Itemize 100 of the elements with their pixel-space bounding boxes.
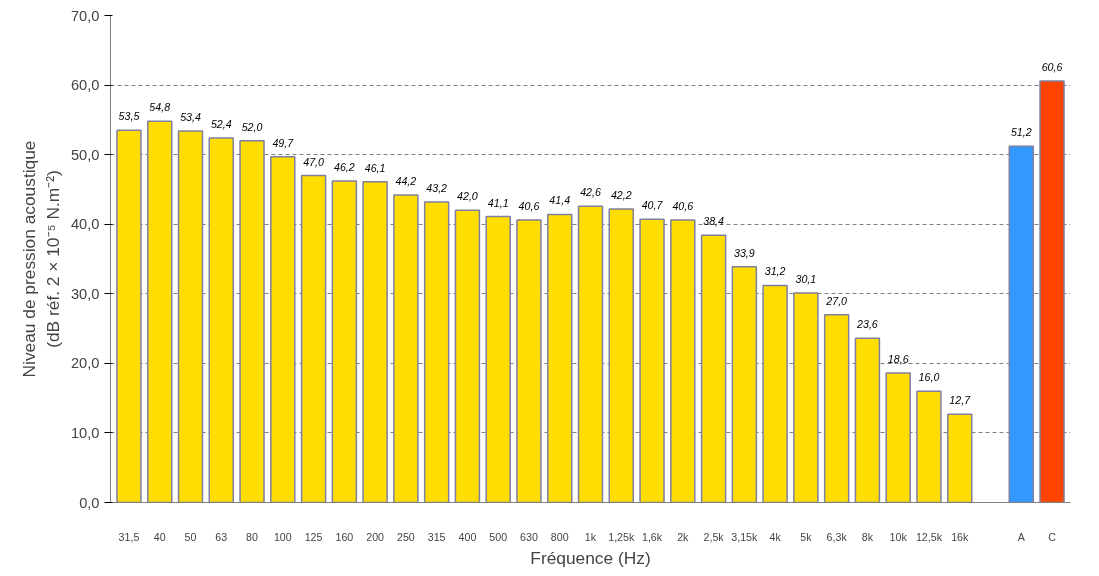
x-tick-label: 500 [489, 530, 508, 543]
x-tick-label: 1,25k [608, 530, 635, 543]
data-label: 54,8 [149, 101, 171, 114]
x-tick-label: 630 [520, 530, 538, 543]
y-axis-title: Niveau de pression acoustique (dB réf. 2 × 10⁻⁵ N.m⁻²) [18, 140, 63, 378]
x-tick-label: 4k [769, 530, 782, 543]
y-tick-label: 30,0 [70, 285, 100, 302]
bar [393, 194, 419, 503]
bar [362, 181, 388, 503]
x-tick-label: 1,6k [641, 530, 663, 543]
x-tick-label: 31,5 [118, 530, 140, 543]
x-tick-label: 250 [396, 530, 415, 543]
bar [946, 413, 973, 503]
data-label: 44,2 [395, 174, 417, 187]
data-label: 42,2 [610, 188, 632, 201]
bar [639, 218, 665, 503]
data-label: 38,4 [703, 215, 725, 228]
bar [300, 174, 327, 503]
x-tick-label: 6,3k [826, 530, 848, 543]
x-tick-label: 50 [184, 530, 197, 543]
bar [270, 155, 296, 503]
y-tick-label: 70,0 [70, 7, 100, 24]
bar [793, 292, 819, 503]
x-tick-label: 2k [677, 530, 690, 543]
data-label: 46,1 [364, 161, 386, 174]
y-tick-label: 60,0 [70, 77, 100, 94]
x-tick-label: 80 [246, 530, 259, 543]
bar [885, 372, 911, 503]
x-tick-label: 12,5k [915, 530, 943, 543]
bar [331, 180, 358, 503]
x-tick-label: 200 [366, 530, 385, 543]
x-axis-title: Fréquence (Hz) [530, 547, 651, 568]
data-label: 60,6 [1041, 60, 1063, 73]
y-tick-label: 20,0 [70, 355, 100, 372]
x-tick-label: 63 [215, 530, 228, 543]
x-tick-label: 3,15k [731, 530, 759, 543]
bar [608, 208, 635, 503]
data-label: 49,7 [272, 136, 295, 149]
data-label: 42,0 [457, 190, 478, 203]
bar [454, 209, 481, 503]
data-label: 31,2 [764, 265, 786, 278]
bar [146, 120, 173, 503]
y-tick-label: 0,0 [79, 494, 100, 511]
y-tick-label: 40,0 [70, 216, 100, 233]
bar [700, 234, 727, 503]
bar [1039, 80, 1065, 503]
bar [423, 201, 450, 503]
x-tick-label: 400 [458, 530, 477, 543]
bar [731, 265, 758, 503]
data-label: 53,4 [180, 110, 201, 123]
data-label: 33,9 [733, 246, 755, 259]
data-label: 52,4 [210, 117, 232, 130]
x-tick-label: 10k [889, 530, 908, 543]
bar [116, 129, 142, 503]
data-label: 16,0 [918, 371, 940, 384]
data-label: 42,6 [580, 186, 601, 199]
bar [916, 390, 942, 503]
data-label: 43,2 [426, 181, 448, 194]
x-tick-label: 2,5k [703, 530, 725, 543]
x-tick-label: 160 [335, 530, 354, 543]
x-tick-label: 125 [304, 530, 323, 543]
x-tick-label: A [1017, 530, 1026, 543]
data-label: 41,4 [549, 194, 571, 207]
data-label: 27,0 [825, 294, 848, 307]
data-label: 40,6 [672, 200, 694, 213]
data-label: 18,6 [887, 353, 909, 366]
bar [208, 137, 235, 503]
x-tick-label: 1k [584, 530, 597, 543]
x-tick-label: 100 [273, 530, 292, 543]
data-label: 40,7 [641, 199, 664, 212]
bar [516, 219, 542, 503]
bar [546, 213, 573, 503]
bar [577, 205, 604, 503]
x-tick-label: 8k [861, 530, 874, 543]
x-tick-label: 5k [800, 530, 813, 543]
x-tick-label: 40 [153, 530, 166, 543]
data-label: 40,6 [518, 200, 540, 213]
x-tick-label: 16k [951, 530, 969, 543]
bar [485, 215, 511, 503]
y-tick-label: 10,0 [70, 424, 100, 441]
bar [239, 139, 265, 503]
data-label: 30,1 [795, 273, 817, 286]
y-tick-label: 50,0 [70, 146, 100, 163]
bar [823, 313, 850, 503]
data-label: 53,5 [118, 110, 140, 123]
data-label: 52,0 [241, 120, 263, 133]
bar [762, 284, 788, 503]
data-label: 46,2 [333, 161, 355, 174]
x-tick-label: C [1048, 530, 1057, 543]
bar [177, 130, 204, 503]
x-tick-label: 315 [427, 530, 446, 543]
data-label: 23,6 [856, 318, 878, 331]
bar [1008, 145, 1035, 503]
data-label: 41,1 [487, 196, 509, 209]
data-label: 51,2 [1010, 126, 1032, 139]
bar [670, 219, 696, 503]
data-label: 47,0 [303, 155, 325, 168]
data-label: 12,7 [949, 394, 972, 407]
x-tick-label: 800 [550, 530, 569, 543]
bar [854, 337, 881, 503]
